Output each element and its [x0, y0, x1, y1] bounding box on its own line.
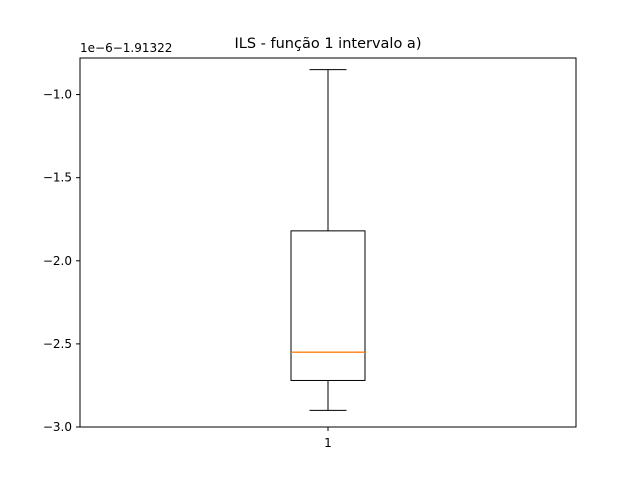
chart-title: ILS - função 1 intervalo a)	[235, 36, 422, 52]
y-tick-label: −3.0	[43, 420, 72, 434]
x-tick-label: 1	[324, 436, 332, 450]
y-axis: −3.0 −2.5 −2.0 −1.5 −1.0	[43, 88, 80, 434]
x-axis: 1	[324, 427, 332, 450]
y-tick-label: −1.5	[43, 171, 72, 185]
y-tick-label: −2.5	[43, 337, 72, 351]
y-tick-label: −2.0	[43, 254, 72, 268]
y-tick-label: −1.0	[43, 88, 72, 102]
box-group	[290, 69, 366, 411]
iqr-box	[290, 230, 366, 381]
axis-offset-label: 1e−6−1.91322	[80, 41, 172, 55]
